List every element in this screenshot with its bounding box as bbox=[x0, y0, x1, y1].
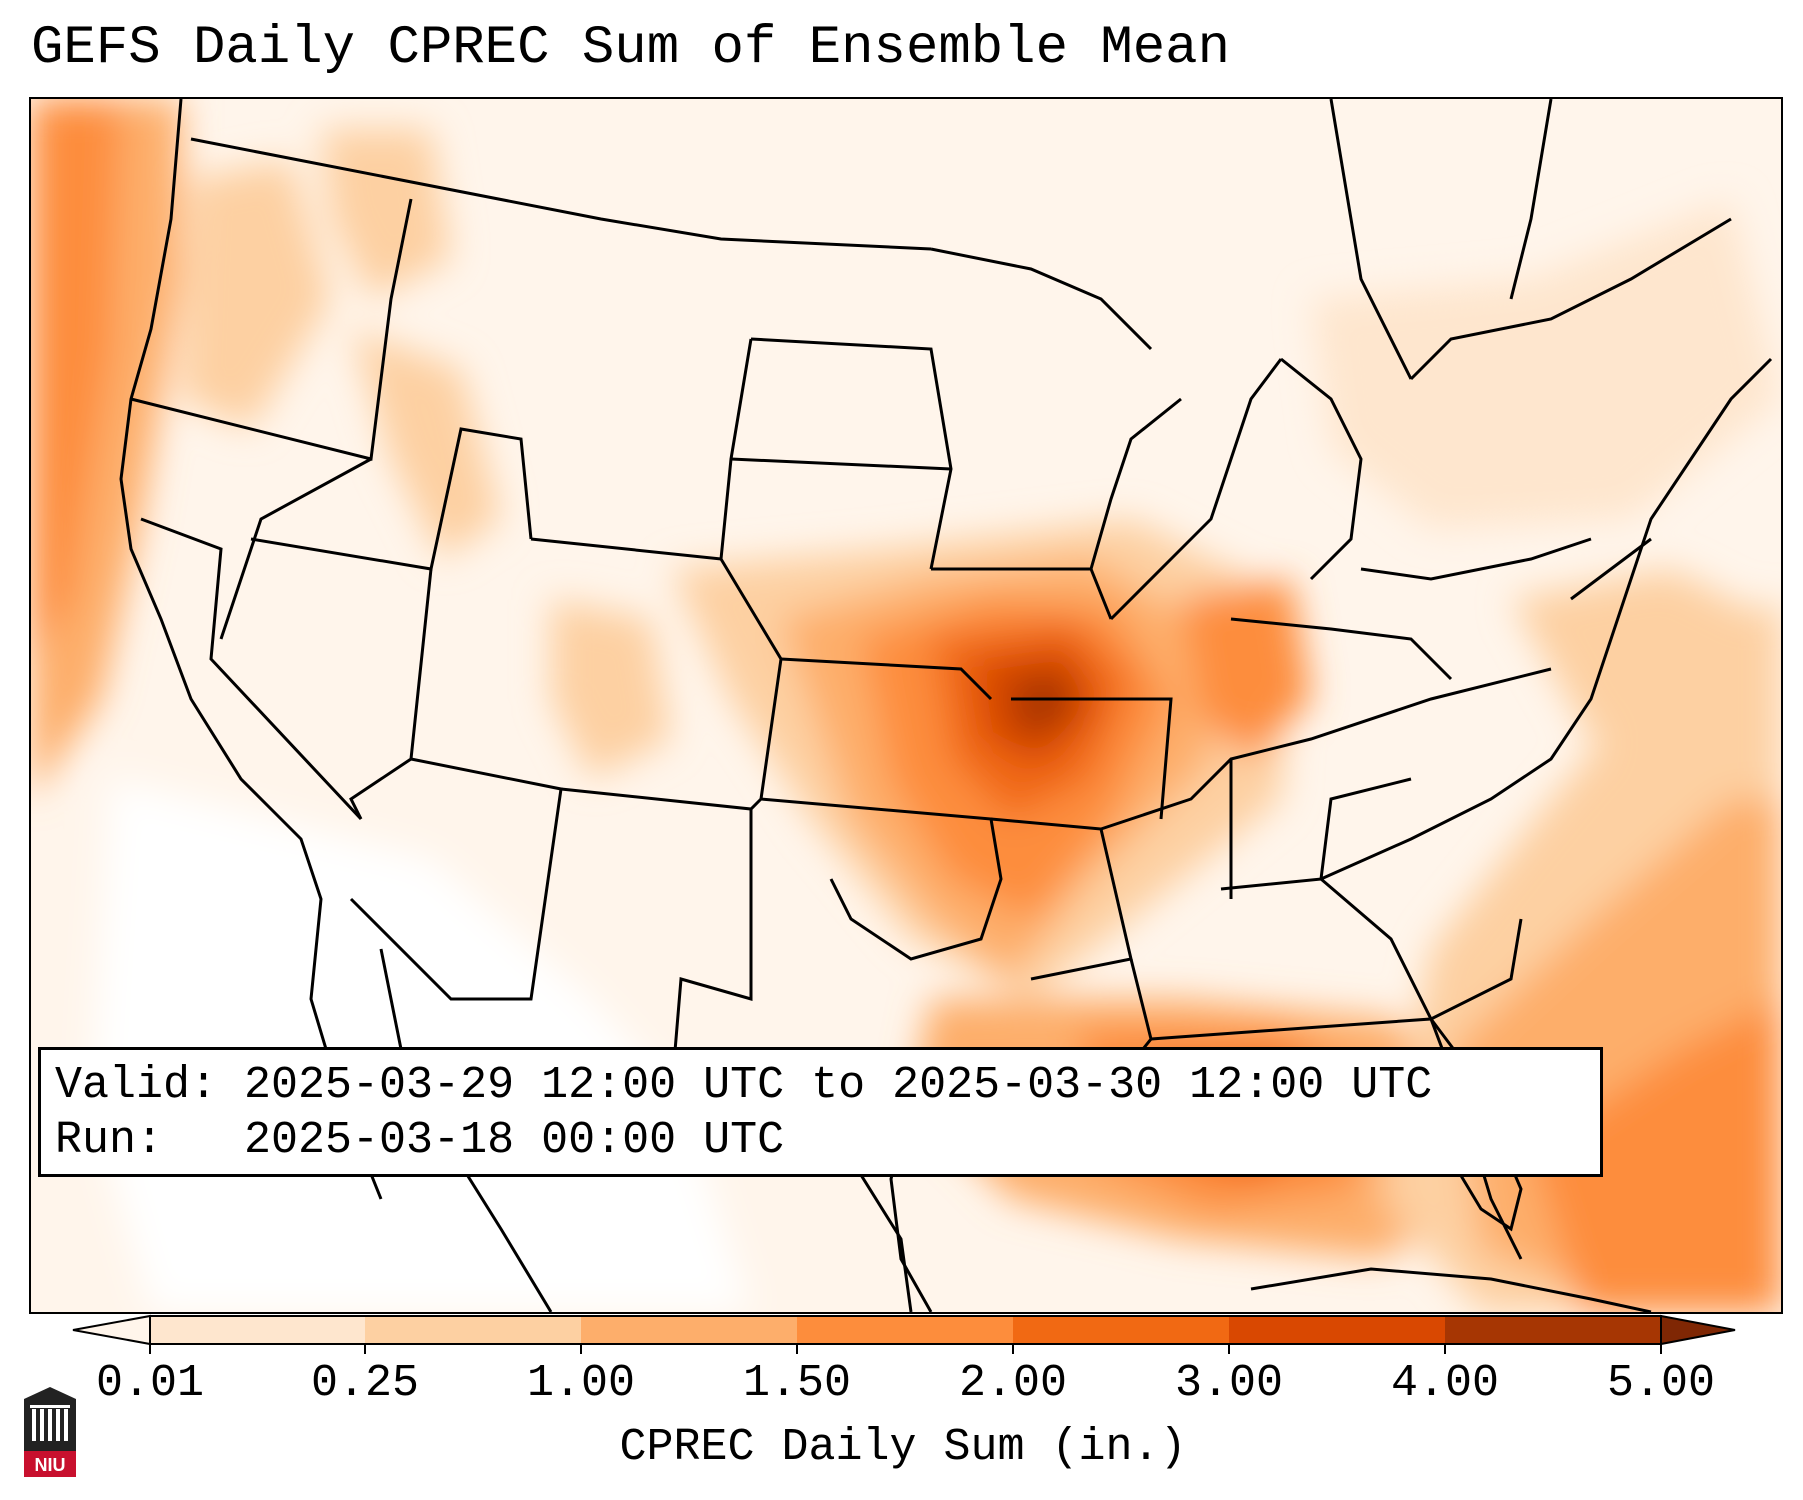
logo-text: NIU bbox=[35, 1455, 66, 1475]
colorbar-tick-label: 1.00 bbox=[526, 1358, 636, 1409]
colorbar-segment-3 bbox=[581, 1316, 797, 1344]
valid-run-info: Valid: 2025-03-29 12:00 UTC to 2025-03-3… bbox=[38, 1047, 1603, 1177]
colorbar-extend-low bbox=[72, 1314, 151, 1346]
valid-time-text: Valid: 2025-03-29 12:00 UTC to 2025-03-3… bbox=[55, 1060, 1433, 1111]
colorbar-segment-4 bbox=[797, 1316, 1013, 1344]
colorbar-segment-6 bbox=[1229, 1316, 1445, 1344]
chart-title: GEFS Daily CPREC Sum of Ensemble Mean bbox=[31, 18, 1230, 79]
colorbar-tick-label: 5.00 bbox=[1606, 1358, 1716, 1409]
colorbar-ticks bbox=[149, 1344, 1662, 1354]
colorbar-tick-label: 4.00 bbox=[1390, 1358, 1500, 1409]
colorbar-tick-label: 0.25 bbox=[310, 1358, 420, 1409]
colorbar-tick-label: 2.00 bbox=[958, 1358, 1068, 1409]
colorbar-extend-high bbox=[1660, 1314, 1736, 1346]
run-time-text: Run: 2025-03-18 00:00 UTC bbox=[55, 1115, 785, 1166]
colorbar-segment-7 bbox=[1445, 1316, 1661, 1344]
colorbar-tick-label: 3.00 bbox=[1174, 1358, 1284, 1409]
colorbar-label: CPREC Daily Sum (in.) bbox=[619, 1422, 1187, 1473]
niu-logo-icon: NIU bbox=[24, 1387, 76, 1477]
colorbar-segment-5 bbox=[1013, 1316, 1229, 1344]
colorbar-tick-label: 1.50 bbox=[742, 1358, 852, 1409]
colorbar-segment-2 bbox=[365, 1316, 581, 1344]
colorbar-outline bbox=[149, 1315, 1662, 1345]
colorbar bbox=[72, 1314, 1736, 1354]
colorbar-tick-label: 0.01 bbox=[95, 1358, 205, 1409]
colorbar-segment-1 bbox=[150, 1316, 365, 1344]
